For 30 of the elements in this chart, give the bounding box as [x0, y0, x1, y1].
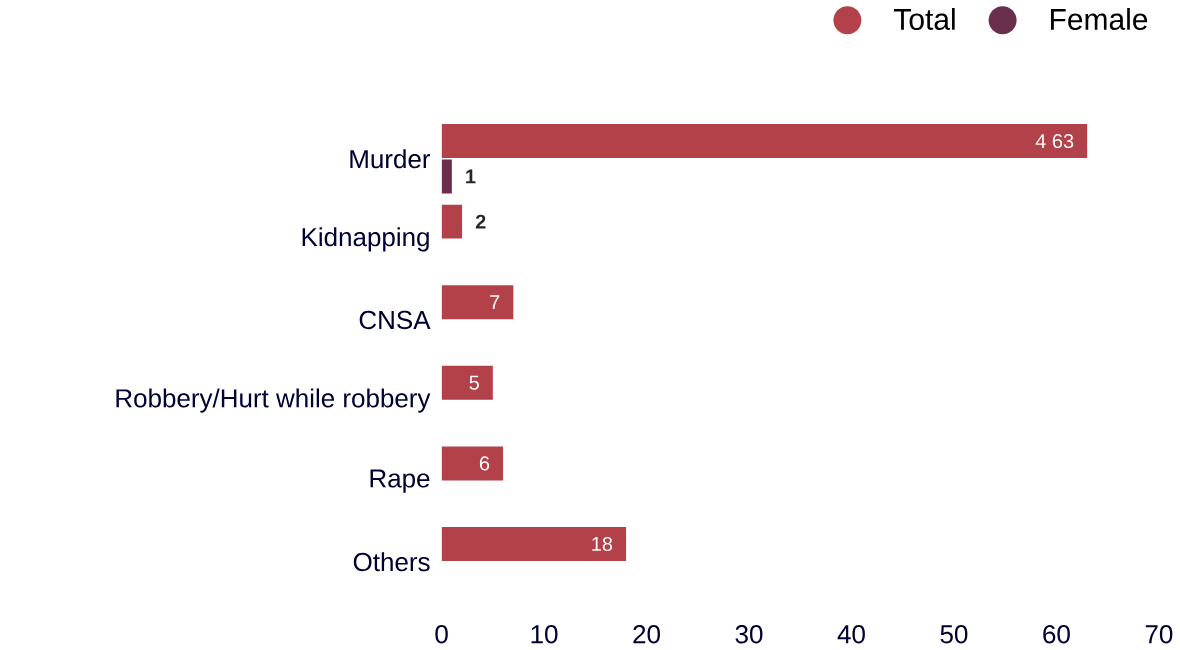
data-label: 4 63 [1035, 133, 1074, 149]
legend-label: Total [894, 7, 955, 30]
x-tick-label: 60 [1043, 625, 1070, 644]
bar [441, 365, 493, 400]
y-tick-label: Robbery/Hurt while robbery [116, 388, 431, 413]
bar [441, 446, 504, 481]
x-tick-label: 70 [1145, 625, 1173, 644]
x-tick-label: 30 [735, 625, 763, 644]
data-label: 7 [490, 295, 500, 310]
bar [441, 526, 627, 561]
x-tick-label: 0 [435, 625, 448, 644]
data-label: 6 [479, 456, 490, 471]
bar [441, 285, 514, 320]
y-tick-label: Rape [370, 469, 430, 493]
y-tick-label: Kidnapping [302, 227, 429, 252]
legend-label: Female [1051, 7, 1148, 30]
bar [441, 159, 452, 194]
y-tick-label: Murder [350, 149, 431, 169]
data-label: 2 [475, 214, 486, 229]
data-label: 18 [592, 536, 613, 551]
data-label: 5 [469, 375, 479, 390]
x-tick-label: 10 [531, 625, 558, 644]
x-tick-label: 50 [940, 625, 968, 644]
x-tick-label: 40 [837, 625, 865, 644]
x-tick-label: 20 [633, 625, 660, 644]
y-tick-label: Others [353, 552, 430, 572]
y-tick-label: CNSA [359, 310, 431, 330]
data-label: 1 [466, 169, 476, 184]
bar [441, 204, 463, 239]
bar [441, 124, 1088, 158]
